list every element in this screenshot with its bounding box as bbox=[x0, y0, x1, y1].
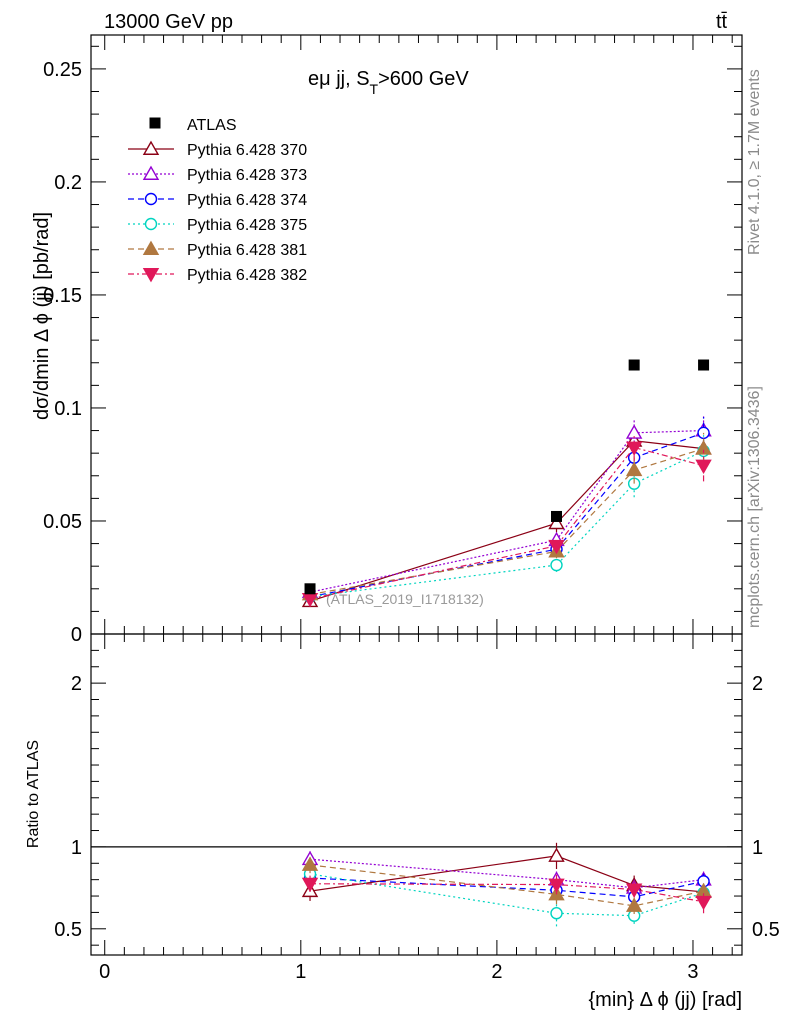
process-label: tt̄ bbox=[716, 11, 728, 33]
series-1-ratio-point bbox=[548, 847, 565, 862]
atlas-data-point bbox=[698, 359, 710, 371]
series-6-point bbox=[625, 441, 643, 456]
ratio-tick-label-right: 1 bbox=[752, 837, 763, 859]
ratio-tick-label: 2 bbox=[71, 673, 82, 695]
legend-label-1: Pythia 6.428 370 bbox=[187, 142, 307, 159]
series-2-line bbox=[309, 429, 704, 593]
legend-marker-5 bbox=[142, 240, 160, 255]
ratio-panel-frame bbox=[90, 633, 743, 956]
atlas-data bbox=[304, 359, 710, 595]
series-1-point bbox=[548, 514, 565, 530]
series-6-point bbox=[548, 539, 565, 555]
series-3-line bbox=[309, 432, 704, 598]
legend-atlas-marker bbox=[149, 117, 161, 129]
energy-label: 13000 GeV pp bbox=[104, 11, 233, 33]
plot-title-rest: >600 GeV bbox=[378, 68, 469, 90]
y-tick-label: 0 bbox=[71, 624, 82, 646]
series-6-point bbox=[695, 459, 712, 475]
y-tick-label: 0.25 bbox=[43, 59, 82, 81]
series-6-ratio-point bbox=[695, 895, 712, 911]
series-1-ratio-line bbox=[309, 855, 704, 893]
series-6-ratio-point bbox=[625, 883, 643, 898]
legend-label-2: Pythia 6.428 373 bbox=[187, 167, 307, 184]
ratio-tick-label-right: 2 bbox=[752, 673, 763, 695]
plot-title-main: eμ jj, S bbox=[308, 68, 370, 90]
x-axis-title: {min} Δ ϕ (jj) [rad] bbox=[589, 989, 743, 1011]
legend-marker-3 bbox=[144, 192, 158, 206]
series-6-ratio-point bbox=[301, 877, 319, 893]
mc-series bbox=[301, 414, 712, 608]
legend-label-3: Pythia 6.428 374 bbox=[187, 192, 307, 209]
ratio-y-axis-title: Ratio to ATLAS bbox=[25, 740, 42, 848]
series-4-point bbox=[550, 558, 563, 572]
legend-atlas-label: ATLAS bbox=[187, 117, 237, 134]
legend-label-5: Pythia 6.428 381 bbox=[187, 242, 307, 259]
y-tick-label: 0.1 bbox=[54, 398, 82, 420]
series-3-ratio-line bbox=[309, 877, 704, 898]
series-6-ratio-point bbox=[548, 878, 565, 893]
x-tick-label: 3 bbox=[687, 961, 698, 983]
atlas-data-point bbox=[304, 583, 316, 595]
x-tick-label: 1 bbox=[295, 961, 306, 983]
legend-marker-4 bbox=[144, 217, 158, 231]
x-tick-label: 2 bbox=[491, 961, 502, 983]
series-4-ratio-point bbox=[550, 907, 563, 920]
series-2-ratio-line bbox=[309, 858, 704, 889]
series-6-line bbox=[309, 446, 704, 600]
legend-marker-6 bbox=[142, 268, 160, 283]
axis-ticks: 0 1 2 3 0 0.05 0.1 0.15 0.2 0.25 0.5 0.5 1 1 2 2 bbox=[43, 35, 780, 983]
series-1-line bbox=[309, 440, 704, 602]
y-tick-label: 0.05 bbox=[43, 511, 82, 533]
legend-marker-1 bbox=[142, 140, 160, 155]
atlas-data-point bbox=[628, 359, 640, 371]
series-6-ratio-line bbox=[310, 883, 704, 903]
analysis-label: (ATLAS_2019_I1718132) bbox=[326, 591, 484, 607]
ratio-tick-label: 0.5 bbox=[54, 919, 82, 941]
series-5-ratio-point bbox=[625, 897, 643, 912]
ratio-tick-label: 1 bbox=[71, 837, 82, 859]
rivet-side-label: Rivet 4.1.0, ≥ 1.7M events bbox=[746, 69, 763, 255]
legend-label-4: Pythia 6.428 375 bbox=[187, 217, 307, 234]
y-axis-title: dσ/dmin Δ ϕ (jj) [pb/rad] bbox=[31, 212, 53, 420]
legend-marker-2 bbox=[142, 165, 160, 180]
mcplots-side-label: mcplots.cern.ch [arXiv:1306.3436] bbox=[746, 386, 763, 628]
plot-title-sub: T bbox=[370, 81, 379, 97]
series-5-line bbox=[309, 448, 704, 596]
y-tick-label: 0.2 bbox=[54, 172, 82, 194]
x-tick-label: 0 bbox=[99, 961, 110, 983]
plot-title: eμ jj, ST>600 GeV bbox=[308, 68, 469, 97]
ratio-tick-label-right: 0.5 bbox=[752, 919, 780, 941]
legend: ATLAS Pythia 6.428 370 Pythia 6.428 373 Pyt… bbox=[128, 117, 307, 284]
series-5-point bbox=[695, 440, 712, 455]
atlas-data-point bbox=[551, 510, 563, 522]
y-tick-label: 0.15 bbox=[43, 285, 82, 307]
series-5-point bbox=[625, 461, 643, 477]
legend-label-6: Pythia 6.428 382 bbox=[187, 267, 307, 284]
series-5-ratio-point bbox=[301, 856, 319, 871]
ratio-series bbox=[301, 842, 712, 927]
series-4-line bbox=[309, 450, 704, 598]
series-5-ratio-line bbox=[309, 864, 704, 907]
